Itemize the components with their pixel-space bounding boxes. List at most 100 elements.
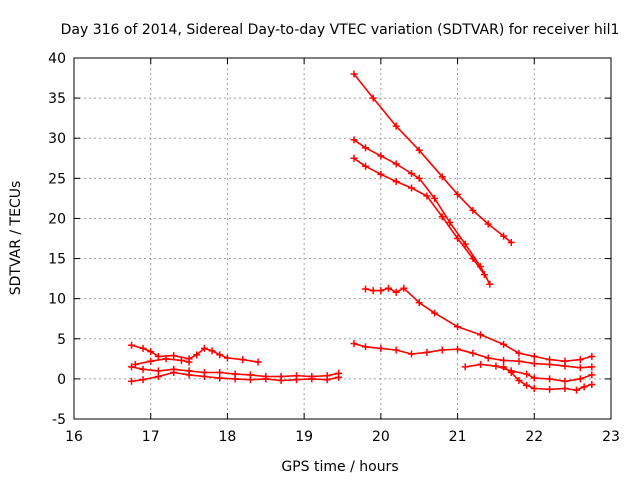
x-tick-label: 16 [65,429,83,445]
data-point [576,356,584,364]
series-track-5 [350,70,515,247]
y-tick-label: 25 [48,171,66,187]
data-point [438,173,446,181]
data-point [216,351,224,359]
data-point [500,356,508,364]
data-point [162,355,170,363]
data-point [446,218,454,226]
data-point [369,94,377,102]
data-point [147,357,155,365]
data-point [377,152,385,160]
data-point [546,385,554,393]
data-point [385,284,393,292]
data-point [507,368,515,376]
data-point [350,70,358,78]
x-tick-label: 23 [602,429,620,445]
data-point [170,352,178,360]
data-point [580,383,588,391]
data-point [139,376,147,384]
data-point [546,360,554,368]
data-point [139,365,147,373]
series-line [353,157,486,276]
data-point [200,372,208,380]
data-point [185,371,193,379]
data-point [193,351,201,359]
data-point [500,363,508,371]
data-point [461,240,469,248]
data-point [507,239,515,247]
data-point [588,363,596,371]
data-point [523,381,531,389]
data-point [131,360,139,368]
data-point [292,376,300,384]
data-point [415,174,423,182]
data-point [454,345,462,353]
series-track-11 [500,363,596,394]
data-point [588,381,596,389]
data-point [469,349,477,357]
data-point [515,349,523,357]
data-point [170,368,178,376]
data-point [492,362,500,370]
series-track-7 [350,154,488,279]
series-track-1 [128,341,262,366]
data-point [530,385,538,393]
data-point [392,178,400,186]
data-point [335,373,343,381]
data-series [128,70,596,394]
axis-ticks: 16 17 18 19 20 21 22 23 -5 0 5 10 15 20 25 30 35 40 [48,51,620,445]
data-point [588,352,596,360]
y-tick-label: -5 [52,412,66,428]
data-point [392,160,400,168]
data-point [461,363,469,371]
data-point [254,358,262,366]
data-point [350,340,358,348]
y-tick-label: 10 [48,292,66,308]
data-point [392,122,400,130]
y-tick-label: 30 [48,131,66,147]
data-point [480,271,488,279]
data-point [500,340,508,348]
x-tick-label: 18 [219,429,237,445]
data-point [128,341,136,349]
data-point [208,347,216,355]
y-tick-label: 5 [57,332,66,348]
data-point [362,285,370,293]
data-point [223,354,231,362]
data-point [515,357,523,365]
y-tick-label: 40 [48,51,66,67]
x-axis-label: GPS time / hours [281,459,398,475]
series-track-3 [128,368,343,385]
data-point [262,375,270,383]
data-point [484,220,492,228]
data-point [408,184,416,192]
data-point [546,375,554,383]
data-point [154,372,162,380]
data-point [469,255,477,263]
data-point [128,363,136,371]
data-point [576,364,584,372]
series-track-8 [362,284,596,365]
data-point [415,299,423,307]
series-track-6 [350,136,494,288]
data-point [147,348,155,356]
series-line [502,366,593,391]
data-point [177,356,185,364]
data-point [523,370,531,378]
x-tick-label: 21 [449,429,467,445]
series-line [464,363,593,383]
data-point [239,356,247,364]
data-point [277,376,285,384]
data-point [486,280,494,288]
data-point [128,377,136,385]
data-point [454,323,462,331]
data-point [469,206,477,214]
data-point [572,386,580,394]
data-point [561,385,569,393]
data-point [515,376,523,384]
data-point [154,352,162,360]
data-point [185,358,193,366]
y-tick-label: 20 [48,211,66,227]
data-point [454,190,462,198]
